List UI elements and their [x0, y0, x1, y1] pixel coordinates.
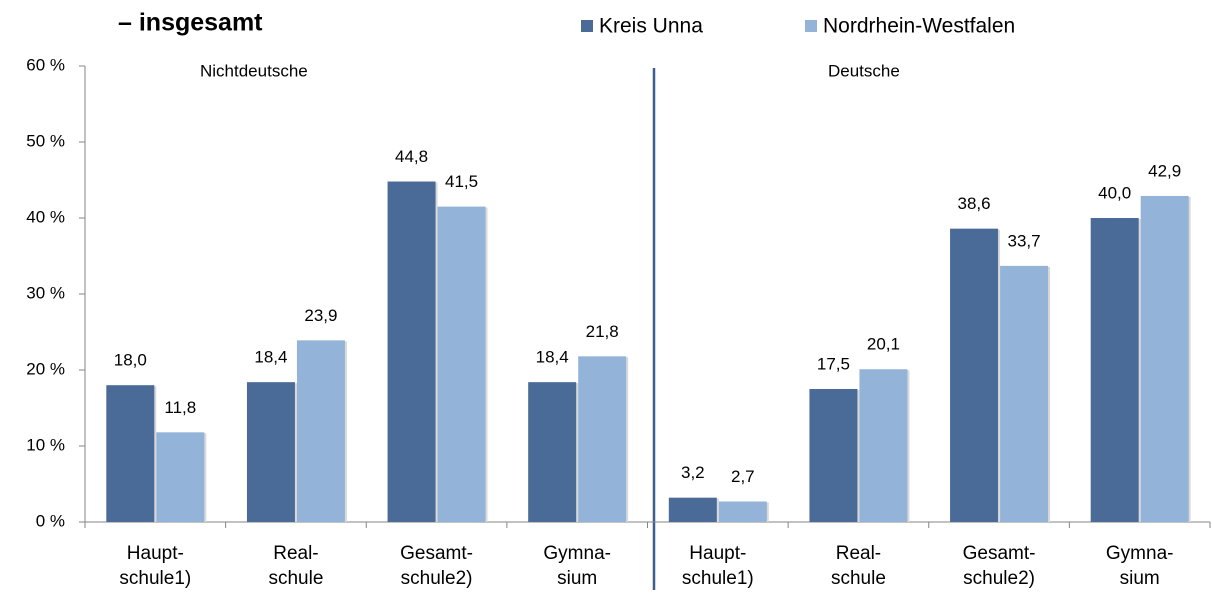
value-label: 23,9 — [304, 306, 337, 325]
x-tick-label: schule2) — [963, 568, 1035, 589]
x-tick-label: Haupt- — [689, 543, 746, 564]
y-tick-label: 40 % — [26, 207, 65, 226]
y-tick-label: 10 % — [26, 435, 65, 454]
y-tick-label: 0 % — [36, 511, 65, 530]
bar — [387, 181, 436, 522]
y-tick-label: 30 % — [26, 283, 65, 302]
x-tick-label: schule1) — [119, 568, 191, 589]
bar — [296, 340, 345, 522]
x-tick-label: schule1) — [682, 568, 754, 589]
x-tick-label: Gymna- — [543, 543, 611, 564]
x-tick-label: sium — [1120, 568, 1160, 589]
bar — [437, 206, 486, 522]
value-label: 2,7 — [731, 467, 755, 486]
value-label: 11,8 — [164, 398, 196, 417]
bar — [809, 389, 858, 522]
bar — [1140, 195, 1189, 522]
bar — [578, 356, 627, 522]
x-tick-label: Real- — [273, 543, 318, 564]
x-tick-label: schule — [831, 568, 886, 589]
bar — [106, 385, 155, 522]
value-label: 18,4 — [536, 348, 569, 367]
bar — [718, 501, 767, 522]
bar — [246, 382, 295, 522]
y-tick-label: 60 % — [26, 55, 65, 74]
x-tick-label: schule — [268, 568, 323, 589]
legend-swatch — [805, 20, 817, 32]
x-tick-label: Gymna- — [1106, 543, 1174, 564]
value-label: 20,1 — [867, 335, 900, 354]
legend-swatch — [581, 20, 593, 32]
bar — [859, 369, 908, 522]
value-label: 18,4 — [254, 348, 287, 367]
x-tick-label: sium — [557, 568, 597, 589]
group-label: Nichtdeutsche — [200, 61, 308, 80]
bar — [950, 228, 999, 522]
value-label: 33,7 — [1008, 231, 1041, 250]
value-label: 21,8 — [586, 322, 619, 341]
x-tick-label: Gesamt- — [963, 543, 1036, 564]
value-label: 3,2 — [681, 463, 705, 482]
group-label: Deutsche — [828, 61, 900, 80]
bar — [1090, 218, 1139, 522]
value-label: 41,5 — [445, 172, 478, 191]
bar — [156, 432, 205, 522]
x-tick-label: Real- — [836, 543, 881, 564]
value-label: 38,6 — [958, 194, 991, 213]
chart-title: – insgesamt — [118, 9, 263, 37]
y-tick-label: 20 % — [26, 359, 65, 378]
x-tick-label: schule2) — [401, 568, 473, 589]
value-label: 18,0 — [114, 351, 147, 370]
bar — [1000, 265, 1049, 522]
value-label: 44,8 — [395, 147, 428, 166]
value-label: 42,9 — [1148, 161, 1181, 180]
bar — [528, 382, 577, 522]
bar — [668, 497, 717, 522]
value-label: 17,5 — [817, 354, 850, 373]
legend-label: Kreis Unna — [599, 15, 703, 38]
y-tick-label: 50 % — [26, 131, 65, 150]
x-tick-label: Gesamt- — [400, 543, 473, 564]
value-label: 40,0 — [1098, 183, 1131, 202]
legend-label: Nordrhein-Westfalen — [823, 15, 1015, 38]
x-tick-label: Haupt- — [127, 543, 184, 564]
